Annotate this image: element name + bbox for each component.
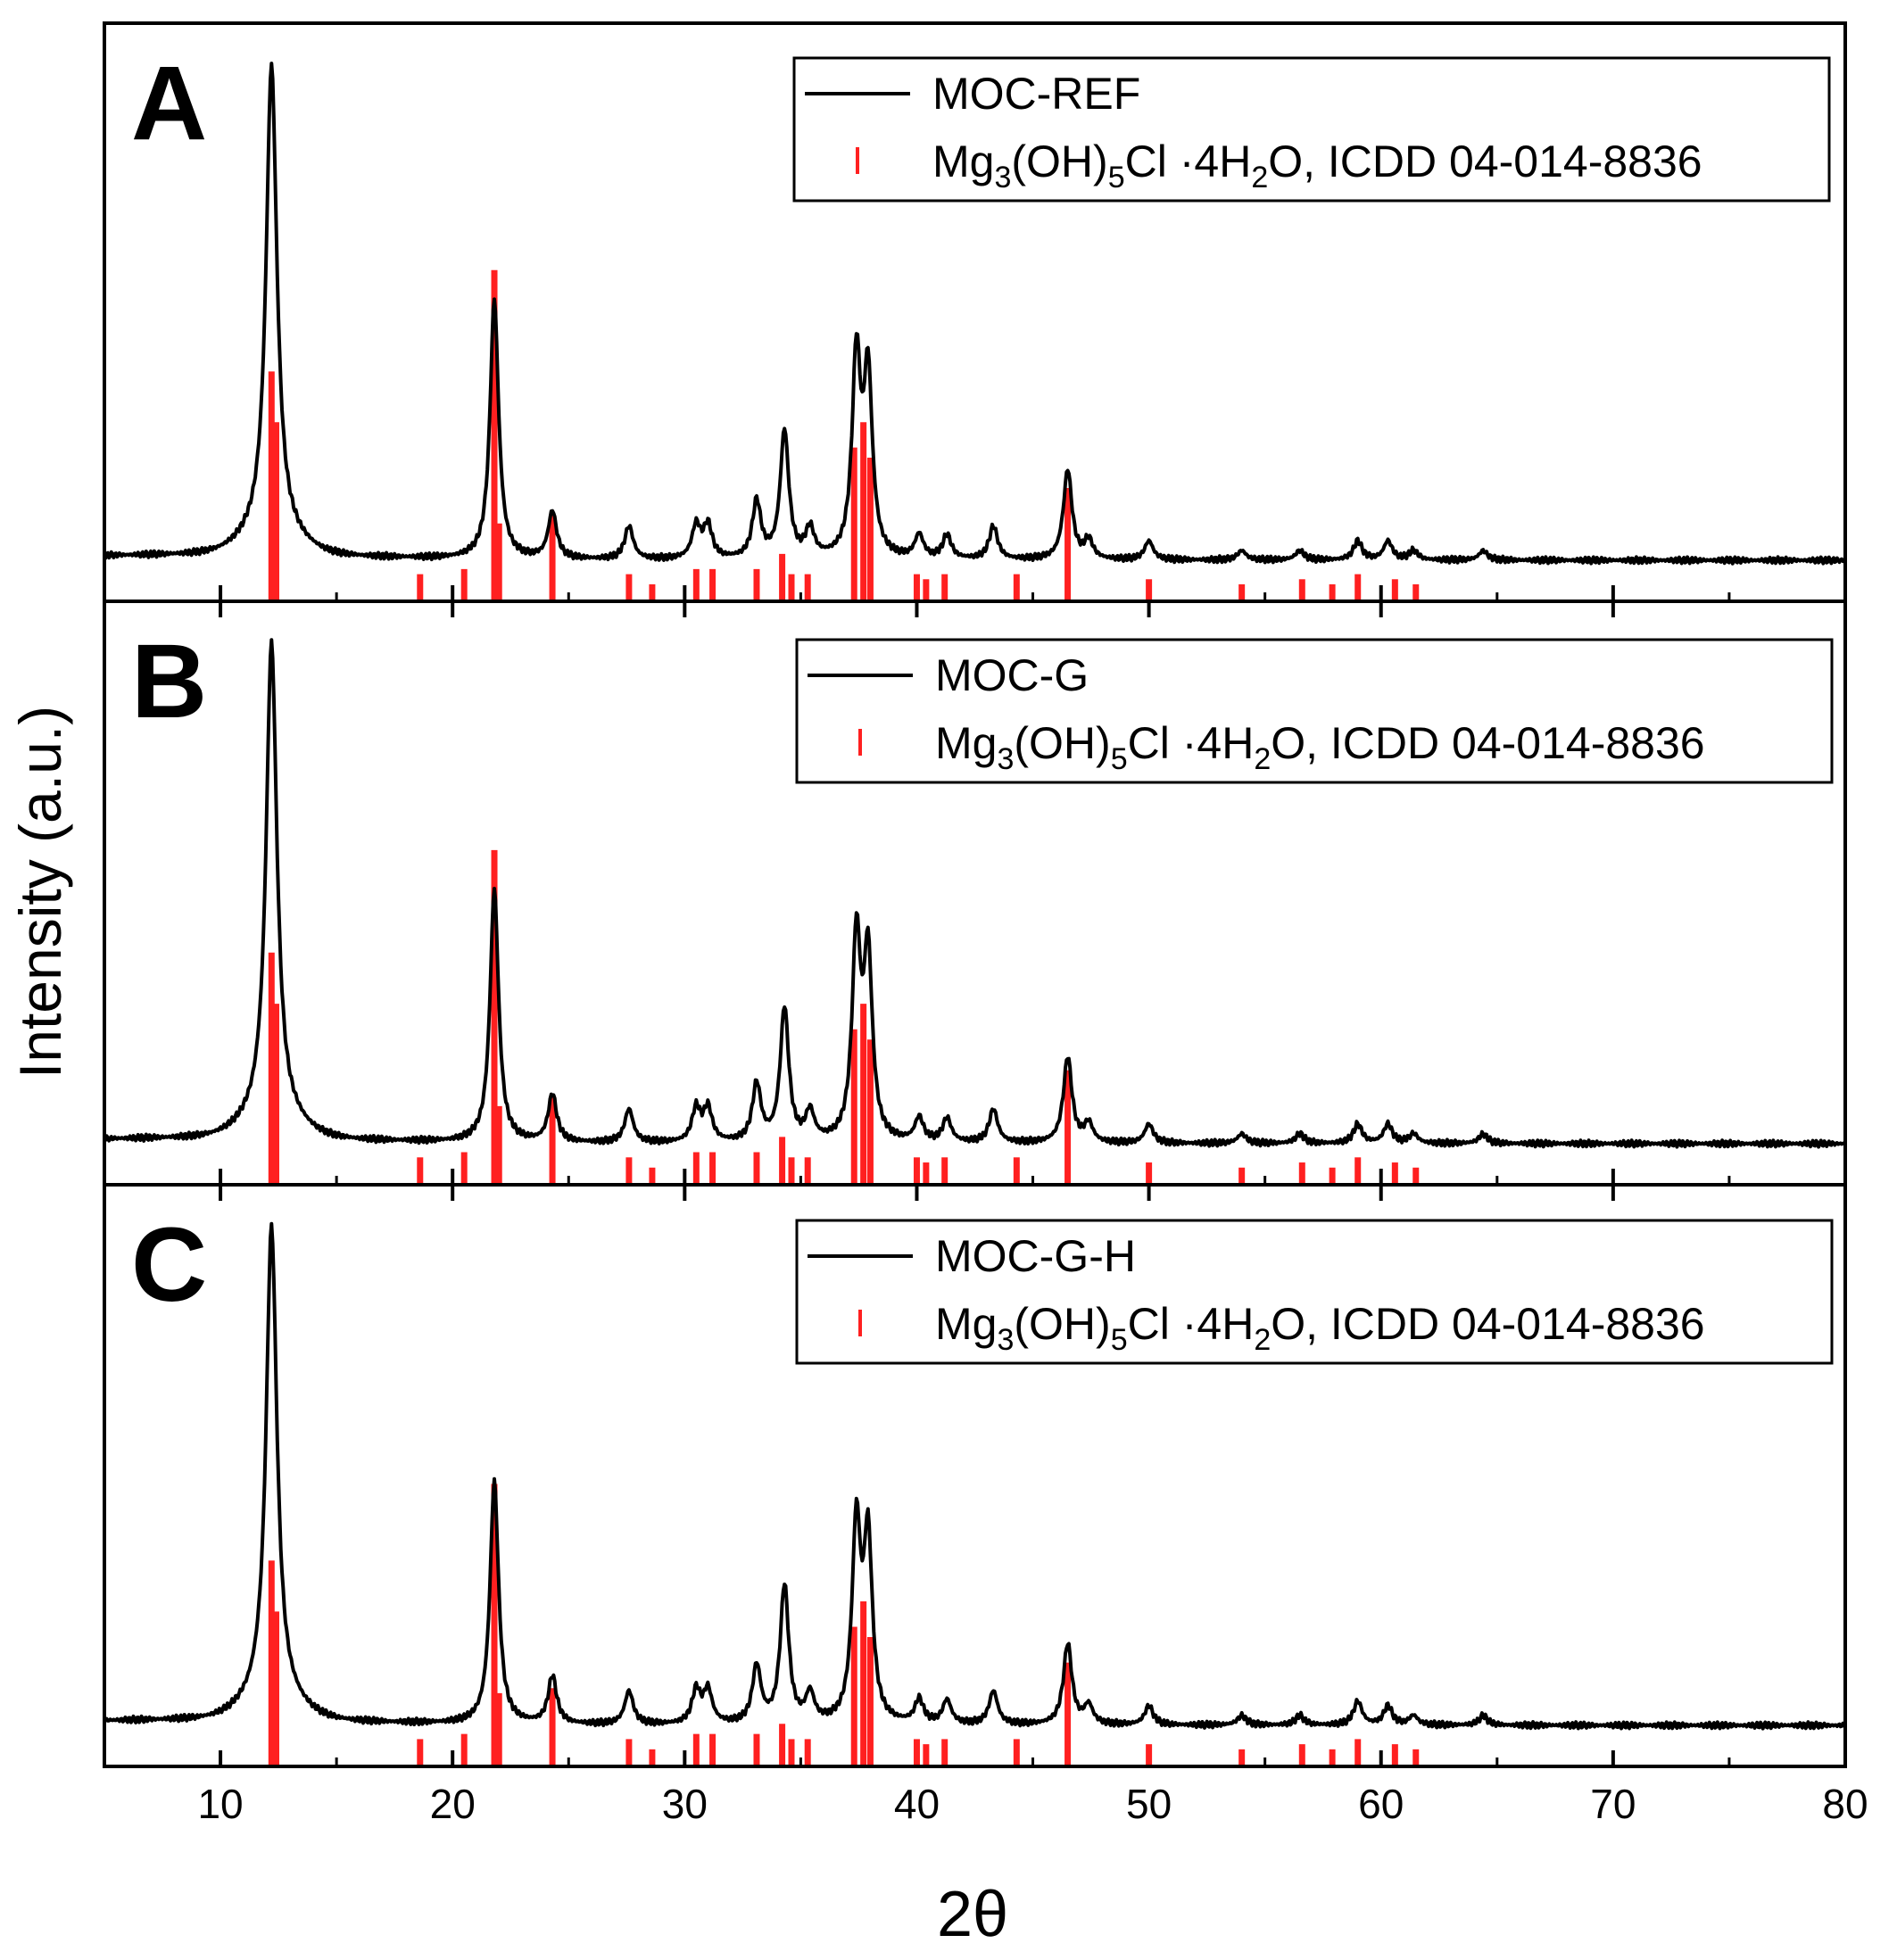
x-axis-label: 2θ <box>937 1879 1008 1950</box>
panel-letter: A <box>131 45 207 162</box>
stick-series <box>268 1484 1420 1765</box>
x-tick-label: 80 <box>1822 1781 1868 1827</box>
diffraction-line <box>103 1221 1847 1731</box>
legend-box <box>795 638 1834 784</box>
x-tick-label: 10 <box>197 1781 243 1827</box>
legend-line-label: MOC-G-H <box>935 1231 1136 1281</box>
x-tick-labels: 10 20 30 40 50 60 70 80 <box>197 1781 1868 1827</box>
legend: MOC-G Mg3(OH)5Cl ·4H2O, ICDD 04-014-8836 <box>795 638 1834 784</box>
panel-C: C MOC-G-H Mg3(OH)5Cl ·4H2O, ICDD 04-014-88… <box>103 1183 1847 1768</box>
stick-series <box>268 269 1420 600</box>
x-tick-label: 20 <box>430 1781 476 1827</box>
diffraction-line <box>104 638 1847 1149</box>
legend-line-label: MOC-REF <box>932 69 1140 119</box>
stick-series <box>268 849 1420 1183</box>
legend-line-label: MOC-G <box>935 650 1089 700</box>
panel-letter: B <box>131 623 207 740</box>
x-tick-label: 70 <box>1590 1781 1636 1827</box>
x-tick-label: 30 <box>662 1781 708 1827</box>
legend: MOC-REF Mg3(OH)5Cl ·4H2O, ICDD 04-014-883… <box>792 56 1831 203</box>
x-tick-label: 40 <box>894 1781 940 1827</box>
legend-box <box>795 1219 1834 1365</box>
y-axis-label: Intensity (a.u.) <box>7 706 73 1079</box>
legend-stick-label: Mg3(OH)5Cl ·4H2O, ICDD 04-014-8836 <box>935 1299 1705 1357</box>
panel-B: B MOC-G Mg3(OH)5Cl ·4H2O, ICDD 04-014-8836 <box>103 600 1847 1187</box>
panel-frame <box>103 1183 1847 1768</box>
diffraction-line <box>103 62 1847 566</box>
panel-A: A MOC-REF Mg3(OH)5Cl ·4H2O, ICDD 04-014-88… <box>103 21 1847 603</box>
x-tick-label: 60 <box>1358 1781 1404 1827</box>
panel-letter: C <box>131 1206 207 1324</box>
legend: MOC-G-H Mg3(OH)5Cl ·4H2O, ICDD 04-014-883… <box>795 1219 1834 1365</box>
x-tick-label: 50 <box>1126 1781 1172 1827</box>
legend-stick-label: Mg3(OH)5Cl ·4H2O, ICDD 04-014-8836 <box>932 136 1702 194</box>
legend-stick-label: Mg3(OH)5Cl ·4H2O, ICDD 04-014-8836 <box>935 718 1705 776</box>
legend-box <box>792 56 1831 203</box>
